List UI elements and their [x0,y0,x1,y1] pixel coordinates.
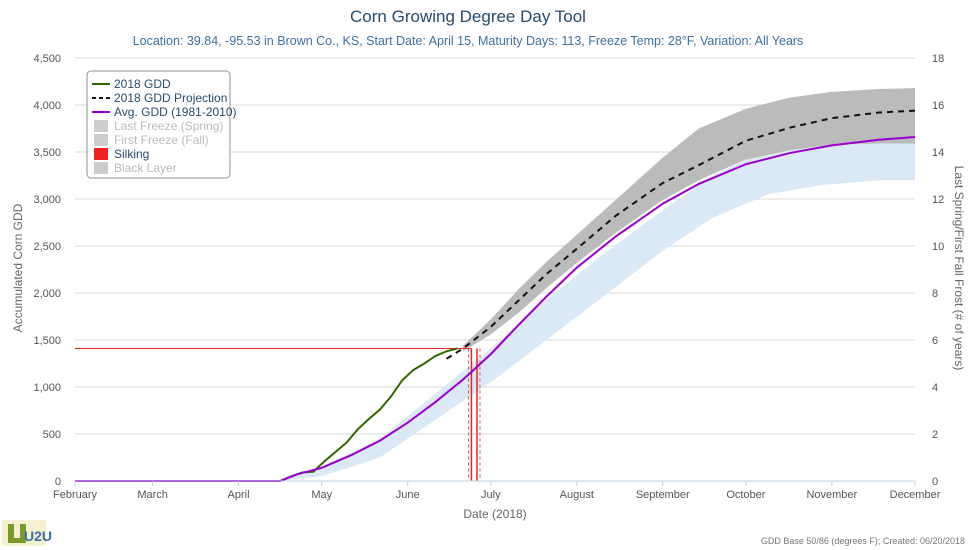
y-tick-label: 1,000 [33,382,61,394]
y-tick-label: 4,000 [33,100,61,112]
x-tick-label: December [890,489,941,501]
series-line [75,347,458,482]
series-line [445,109,916,360]
x-tick-label: July [481,489,501,501]
u2u-logo: U2U [2,520,52,546]
legend-label: 2018 GDD [114,77,171,91]
logo-text: U2U [24,528,52,544]
x-tick-label: March [137,489,168,501]
legend-box [86,70,231,179]
legend-label: Black Layer [114,161,177,175]
legend-swatch [94,120,108,132]
x-tick-label: September [636,489,690,501]
y2-tick-label: 8 [932,288,938,300]
x-tick-label: August [560,489,594,501]
x-tick-label: June [396,489,420,501]
legend-swatch [94,148,108,160]
y2-tick-label: 6 [932,335,938,347]
axes: 0 500 1,000 1,500 2,000 2,500 3,000 3,500 4,000 4… [33,53,944,501]
y-tick-label: 1,500 [33,335,61,347]
series-lines [75,109,916,482]
y-tick-label: 0 [55,476,61,488]
avg-range-band [280,119,915,481]
x-tick-label: February [53,489,98,501]
x-axis-title: Date (2018) [463,507,526,521]
y2-tick-label: 2 [932,429,938,441]
y-tick-label: 500 [43,429,61,441]
y2-tick-label: 16 [932,100,944,112]
y2-tick-label: 10 [932,241,944,253]
x-tick-label: November [806,489,857,501]
y2-tick-label: 12 [932,194,944,206]
y2-tick-label: 14 [932,147,944,159]
y2-tick-label: 4 [932,382,938,394]
y-tick-label: 2,500 [33,241,61,253]
legend-label: Avg. GDD (1981-2010) [114,105,237,119]
y2-tick-label: 18 [932,53,944,65]
series-line [75,135,916,482]
y-axis-title: Accumulated Corn GDD [11,203,25,332]
chart-subtitle: Location: 39.84, -95.53 in Brown Co., KS… [133,34,804,48]
legend-label: Silking [114,147,149,161]
legend-label: Last Freeze (Spring) [114,119,223,133]
y-tick-label: 3,500 [33,147,61,159]
legend-label: First Freeze (Fall) [114,133,209,147]
y2-tick-label: 0 [932,476,938,488]
credit-text: GDD Base 50/86 (degrees F); Created: 06/… [761,536,965,546]
y-tick-label: 2,000 [33,288,61,300]
y-tick-label: 4,500 [33,53,61,65]
chart-title: Corn Growing Degree Day Tool [350,7,586,26]
x-tick-label: May [311,489,332,501]
y2-axis-title: Last Spring/First Fall Frost (# of years… [952,166,966,371]
legend-swatch [94,162,108,174]
legend-swatch [94,134,108,146]
x-tick-label: April [228,489,250,501]
x-tick-label: October [726,489,765,501]
legend-label: 2018 GDD Projection [114,91,227,105]
y-tick-label: 3,000 [33,194,61,206]
